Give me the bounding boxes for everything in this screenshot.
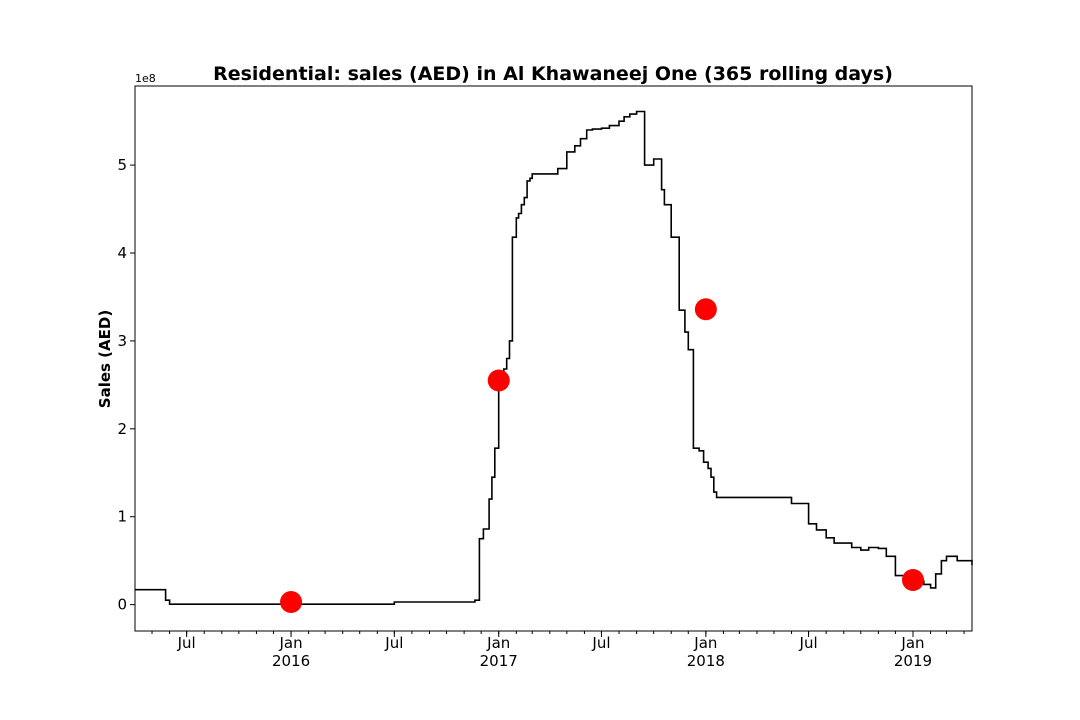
- y-tick-label: 4: [117, 244, 127, 262]
- y-tick-label: 0: [117, 596, 127, 614]
- series-line: [135, 110, 973, 605]
- x-tick-label: Jul: [384, 634, 403, 652]
- x-tick-year-label: 2018: [687, 652, 725, 670]
- x-tick-label: Jan: [278, 634, 302, 652]
- x-tick-label: Jul: [799, 634, 818, 652]
- y-tick-label: 5: [117, 156, 127, 174]
- highlight-point: [280, 590, 303, 613]
- x-tick-label: Jul: [177, 634, 196, 652]
- x-tick-year-label: 2017: [480, 652, 518, 670]
- x-tick-label: Jul: [591, 634, 610, 652]
- y-axis-offset-label: 1e8: [135, 72, 156, 85]
- x-tick-label: Jan: [486, 634, 510, 652]
- highlight-point: [901, 569, 924, 592]
- x-tick-year-label: 2019: [894, 652, 932, 670]
- y-tick-label: 1: [117, 508, 127, 526]
- x-tick-year-label: 2016: [272, 652, 310, 670]
- x-tick-label: Jan: [693, 634, 717, 652]
- plot-area: [135, 110, 973, 613]
- y-tick-label: 2: [117, 420, 127, 438]
- y-axis-label: Sales (AED): [96, 310, 114, 408]
- y-tick-label: 3: [117, 332, 127, 350]
- x-tick-label: Jan: [900, 634, 924, 652]
- chart-title: Residential: sales (AED) in Al Khawaneej…: [213, 63, 893, 85]
- highlight-point: [694, 298, 717, 321]
- plot-frame: [134, 85, 973, 632]
- highlight-point: [487, 369, 510, 392]
